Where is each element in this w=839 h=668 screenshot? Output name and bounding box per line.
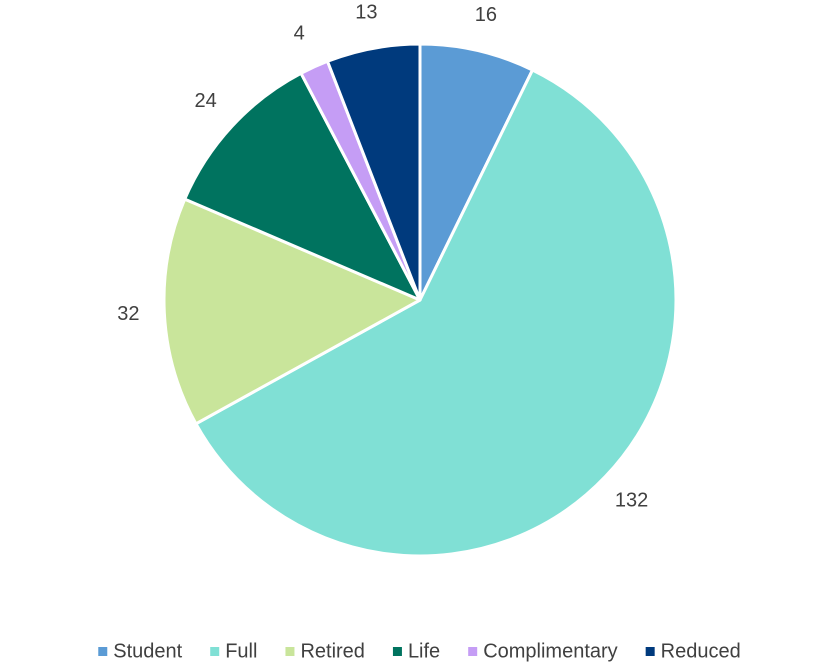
legend-label: Complimentary xyxy=(483,640,617,662)
data-label: 132 xyxy=(615,490,648,512)
legend-label: Student xyxy=(113,640,182,662)
legend-marker xyxy=(210,647,220,656)
data-label: 13 xyxy=(355,1,377,23)
legend-marker xyxy=(285,647,295,656)
data-label: 32 xyxy=(117,303,139,325)
data-label: 24 xyxy=(194,90,216,112)
data-label: 16 xyxy=(475,4,497,26)
legend-marker xyxy=(645,647,655,656)
legend-label: Reduced xyxy=(661,640,741,662)
legend-label: Retired xyxy=(300,640,364,662)
pie-slice xyxy=(418,42,534,302)
legend-marker xyxy=(392,647,402,656)
pie-slice xyxy=(183,71,422,302)
pie-slice xyxy=(162,197,422,426)
legend-marker xyxy=(98,647,108,656)
data-label: 4 xyxy=(294,22,305,44)
legend-label: Full xyxy=(225,640,257,662)
pie-slice xyxy=(194,68,678,558)
legend: Student Full Retired Life Complimentary Reduc… xyxy=(98,640,741,662)
legend-marker xyxy=(468,647,478,656)
pie-slice xyxy=(326,42,422,302)
legend-label: Life xyxy=(408,640,440,662)
